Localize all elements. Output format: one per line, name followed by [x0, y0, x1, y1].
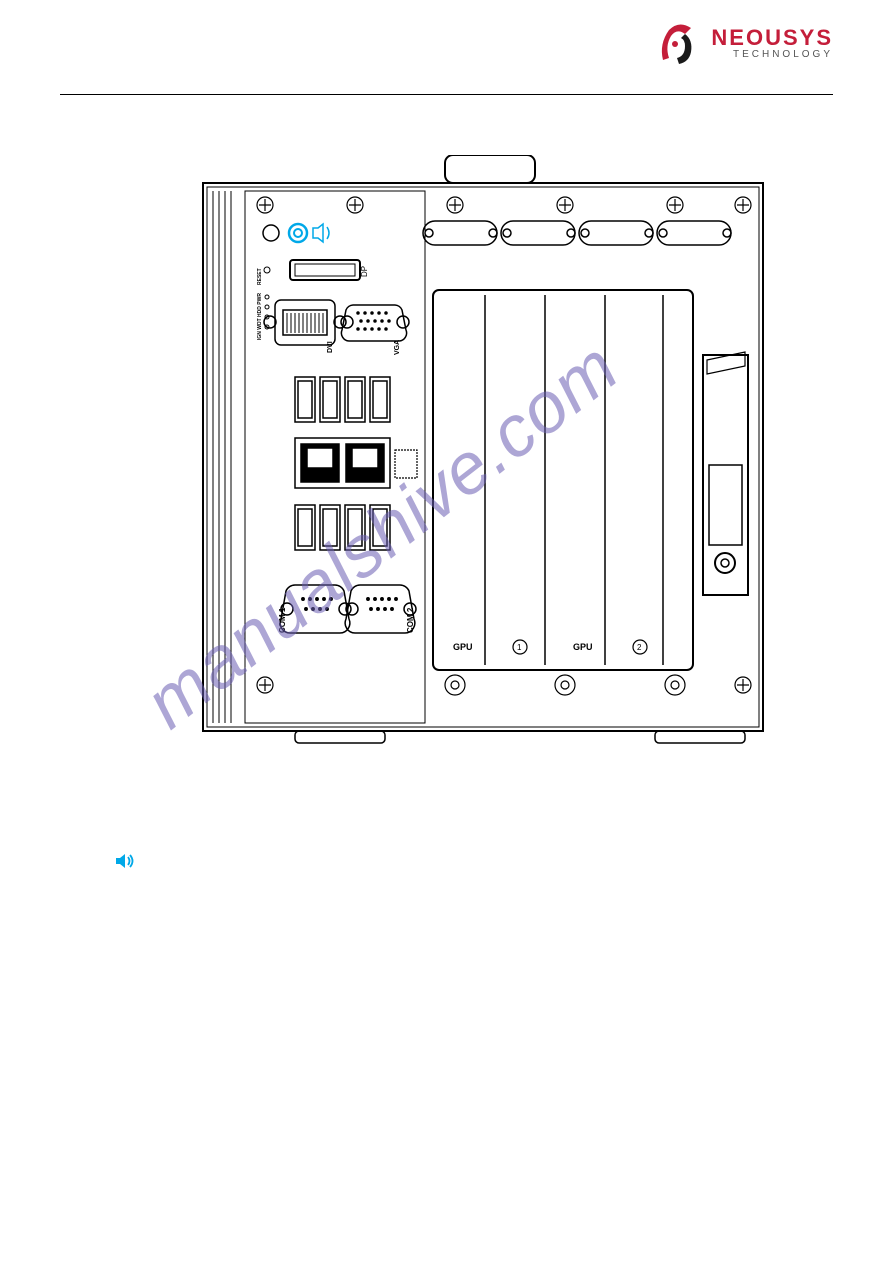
- page-header: NEOUSYS TECHNOLOGY: [60, 0, 833, 95]
- brand-logo: NEOUSYS TECHNOLOGY: [655, 20, 833, 68]
- svg-text:DP: DP: [360, 266, 369, 277]
- io-panel-diagram: DP IGN WDT HDD PWR RESET DVI: [195, 155, 770, 745]
- body-text-1: The system's audio output is provided vi…: [90, 766, 796, 873]
- page-number: 28: [0, 1207, 893, 1223]
- svg-text:DVI: DVI: [327, 341, 334, 353]
- svg-text:1: 1: [517, 643, 522, 652]
- brand-subtitle: TECHNOLOGY: [711, 49, 833, 61]
- section-heading: Speaker-out 3.5mm Jack: [135, 128, 346, 148]
- svg-text:RESET: RESET: [257, 268, 263, 285]
- svg-text:IGN WDT HDD PWR: IGN WDT HDD PWR: [257, 293, 263, 340]
- brand-logo-text: NEOUSYS TECHNOLOGY: [711, 27, 833, 61]
- svg-text:GPU: GPU: [573, 642, 593, 652]
- svg-text:COM 1: COM 1: [278, 607, 287, 633]
- svg-text:COM 2: COM 2: [406, 607, 415, 633]
- speaker-jack-highlight: [289, 224, 329, 242]
- svg-text:GPU: GPU: [453, 642, 473, 652]
- brand-logo-mark: [655, 20, 703, 68]
- section-number: 2.2.3: [90, 128, 130, 148]
- brand-name: NEOUSYS: [711, 27, 833, 49]
- speaker-icon: [115, 850, 135, 880]
- svg-text:VGA: VGA: [394, 340, 401, 355]
- section-title: 2.2.3 Speaker-out 3.5mm Jack: [90, 128, 346, 149]
- svg-text:2: 2: [637, 643, 642, 652]
- body-paragraph-1: The system's audio output is provided vi…: [90, 760, 803, 880]
